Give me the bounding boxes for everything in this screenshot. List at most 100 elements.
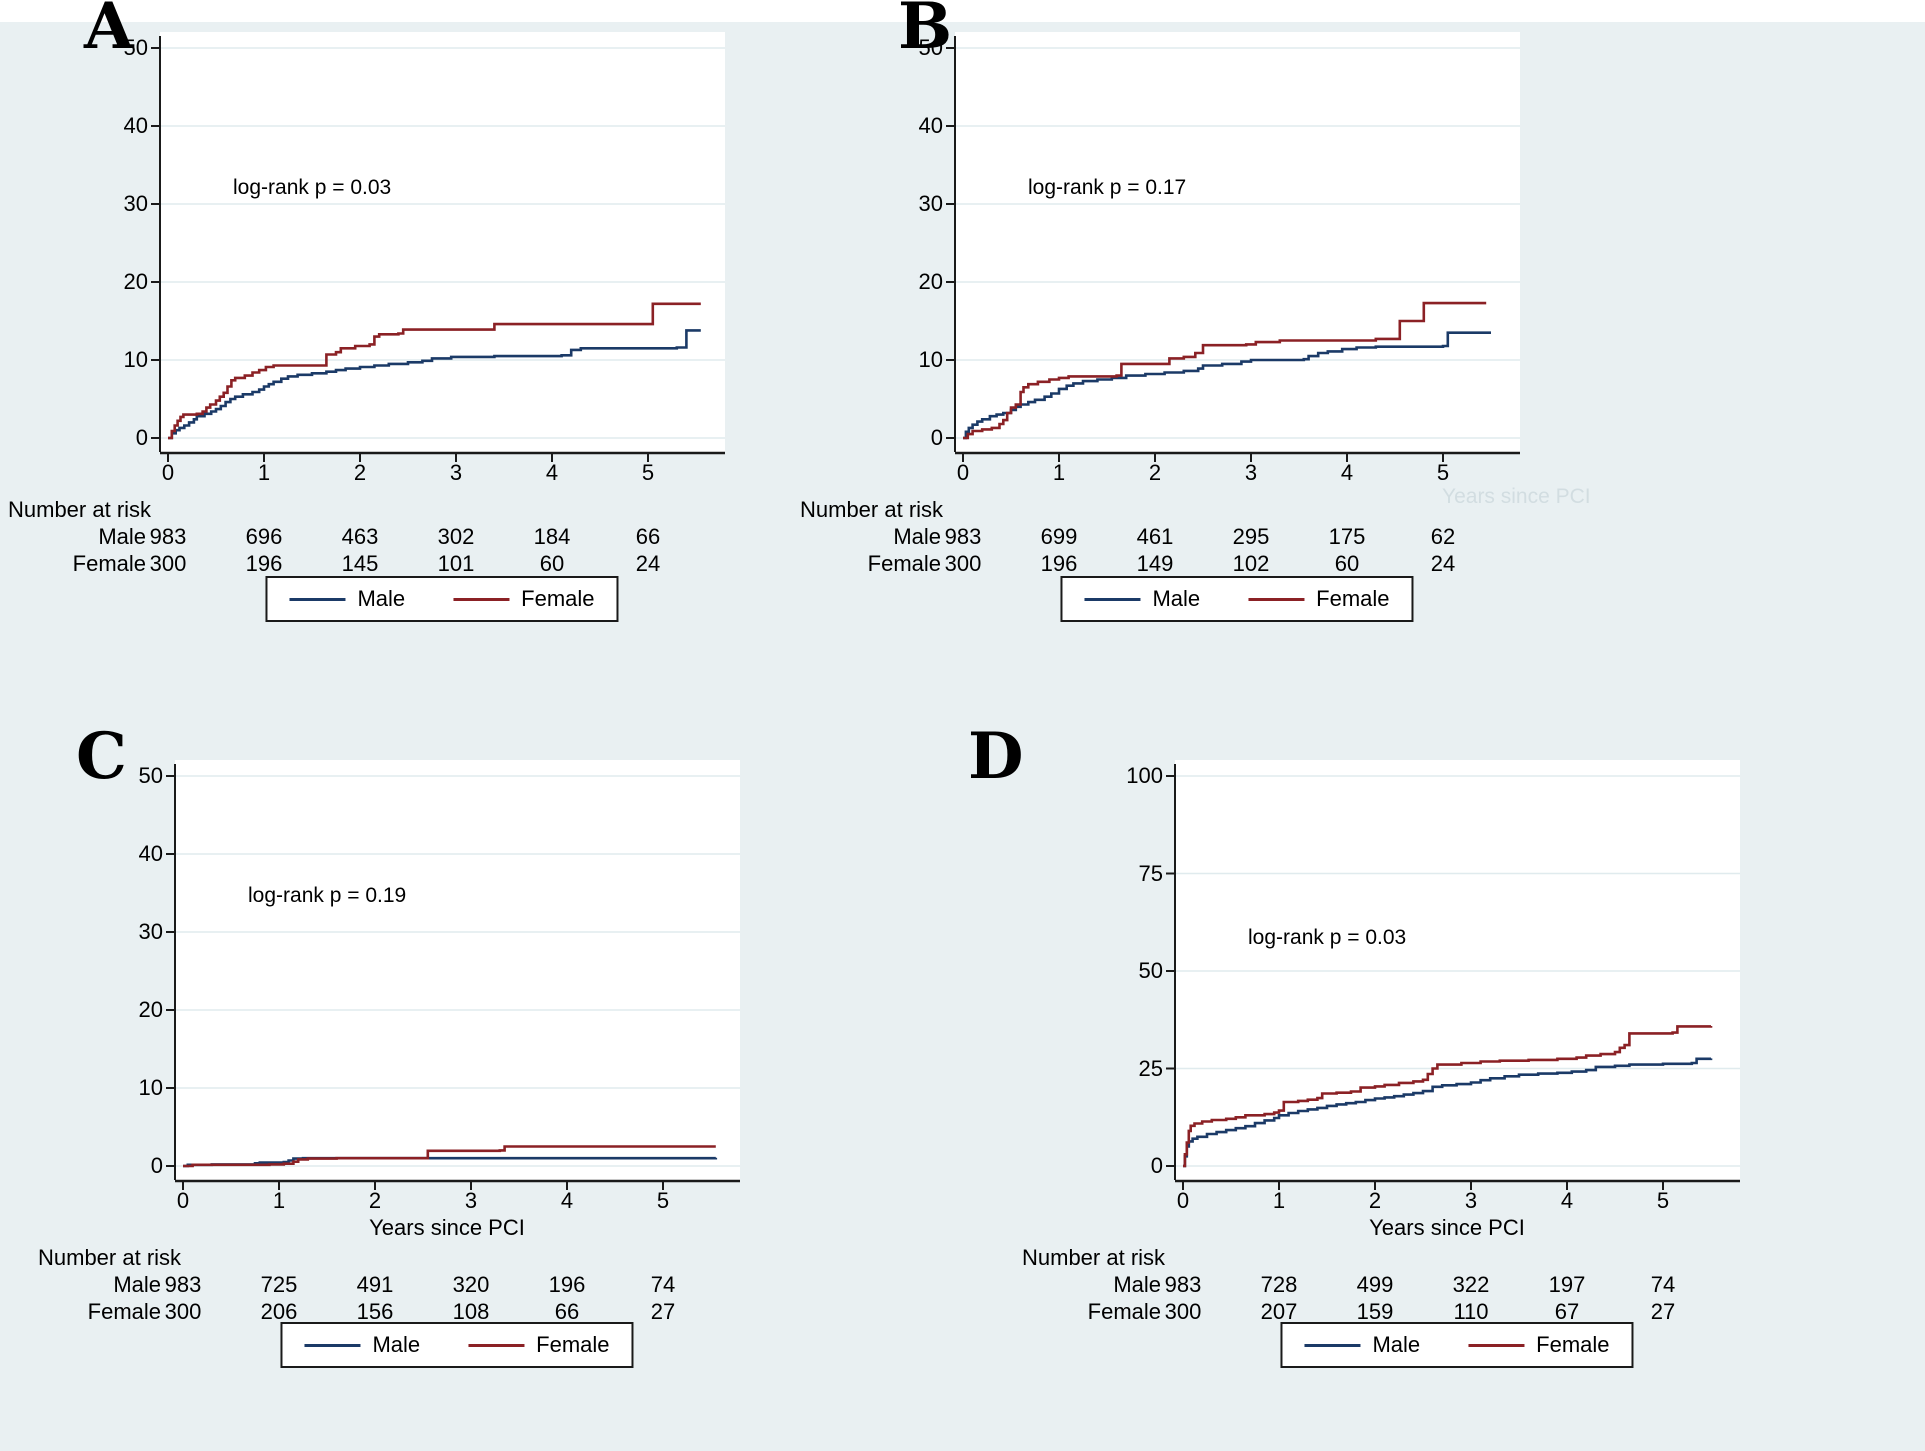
female-line-swatch — [453, 597, 510, 601]
panel-a-y-tick-label: 50 — [123, 35, 148, 60]
panel-b-risk-female-value: 300 — [944, 551, 982, 576]
panel-a-y-tick-label: 40 — [123, 113, 148, 138]
panel-b-y-tick-label: 40 — [918, 113, 943, 138]
panel-a-risk-row-label-female: Female — [72, 551, 146, 576]
plot-area — [160, 32, 725, 452]
panel-c-number-at-risk-header: Number at risk — [38, 1245, 182, 1270]
plot-area — [955, 32, 1520, 452]
panel-d-risk-male-value: 197 — [1548, 1272, 1586, 1297]
panel-b-risk-female-value: 24 — [1430, 551, 1456, 576]
panel-a-x-tick-label: 2 — [353, 460, 367, 485]
panel-a-risk-male-value: 302 — [437, 524, 475, 549]
panel-d-risk-female-value: 300 — [1164, 1299, 1202, 1324]
panel-c-risk-female-value: 66 — [554, 1299, 580, 1324]
panel-a-risk-female-value: 196 — [245, 551, 283, 576]
panel-c-x-tick-label: 1 — [272, 1188, 286, 1213]
panel-a-risk-male-value: 66 — [635, 524, 661, 549]
panel-c-risk-female-value: 108 — [452, 1299, 490, 1324]
panel-b-x-tick-label: 5 — [1436, 460, 1450, 485]
panel-d-risk-male-value: 499 — [1356, 1272, 1394, 1297]
panel-b-risk-female-value: 196 — [1040, 551, 1078, 576]
panel-c-label: C — [76, 719, 127, 794]
panel-d-x-tick-label: 4 — [1560, 1188, 1574, 1213]
panel-d-x-tick-label: 2 — [1368, 1188, 1382, 1213]
panel-c-risk-female-value: 156 — [356, 1299, 394, 1324]
panel-a-y-tick-label: 20 — [123, 269, 148, 294]
panel-a-number-at-risk-header: Number at risk — [8, 497, 152, 522]
female-curve — [963, 301, 1487, 440]
legend-male-label: Male — [1372, 1332, 1421, 1357]
legend-male-label: Male — [357, 586, 406, 611]
panel-a-x-tick-label: 1 — [257, 460, 271, 485]
legend-female-label: Female — [1536, 1332, 1610, 1357]
panel-b-x-tick-label: 4 — [1340, 460, 1354, 485]
panel-b-risk-male-value: 983 — [944, 524, 982, 549]
panel-d-y-tick-label: 75 — [1138, 860, 1163, 886]
panel-d-y-tick-label: 25 — [1138, 1055, 1163, 1081]
panel-c-risk-female-value: 300 — [164, 1299, 202, 1324]
panel-d-x-tick-label: 0 — [1176, 1188, 1190, 1213]
panel-d-y-tick-label: 50 — [1138, 958, 1163, 983]
panel-c-x-tick-label: 0 — [176, 1188, 190, 1213]
panel-c-y-tick-label: 30 — [138, 919, 163, 944]
panel-d-risk-male-value: 728 — [1260, 1272, 1298, 1297]
panel-c-x-axis-title: Years since PCI — [369, 1215, 525, 1240]
female-curve — [168, 302, 701, 440]
panel-d-risk-row-label-female: Female — [1087, 1299, 1161, 1324]
panel-d-risk-male-value: 322 — [1452, 1272, 1490, 1297]
panel-b-y-tick-label: 10 — [918, 347, 943, 372]
panel-d-risk-male-value: 983 — [1164, 1272, 1202, 1297]
panel-c-risk-male-value: 320 — [452, 1272, 490, 1297]
panel-b-risk-male-value: 699 — [1040, 524, 1078, 549]
panel-c-y-tick-label: 40 — [138, 841, 163, 866]
panel-b-x-tick-label: 2 — [1148, 460, 1162, 485]
panel-d-logrank-text: log-rank p = 0.03 — [1248, 926, 1407, 949]
panel-c-risk-male-value: 196 — [548, 1272, 586, 1297]
panel-d-risk-female-value: 110 — [1453, 1299, 1489, 1324]
panel-b-risk-row-label-female: Female — [867, 551, 941, 576]
panel-c-x-tick-label: 3 — [464, 1188, 478, 1213]
panel-a-risk-female-value: 24 — [635, 551, 661, 576]
panel-d-risk-female-value: 67 — [1554, 1299, 1580, 1324]
panel-d-x-axis-title: Years since PCI — [1369, 1215, 1525, 1240]
panel-a-y-tick-label: 0 — [135, 425, 148, 450]
legend-male-label: Male — [1152, 586, 1201, 611]
panel-a-risk-row-label-male: Male — [98, 524, 146, 549]
panel-c-y-tick-label: 10 — [138, 1075, 163, 1100]
panel-c-risk-row-label-female: Female — [87, 1299, 161, 1324]
panel-d-risk-row-label-male: Male — [1113, 1272, 1161, 1297]
panel-b-risk-female-value: 102 — [1232, 551, 1270, 576]
female-curve — [1183, 1025, 1713, 1168]
panel-a-risk-male-value: 463 — [341, 524, 379, 549]
panel-a-y-tick-label: 10 — [123, 347, 148, 372]
panel-c-risk-male-value: 725 — [260, 1272, 298, 1297]
panel-a-x-tick-label: 3 — [449, 460, 463, 485]
panel-d-label: D — [968, 719, 1024, 794]
panel-a-risk-female-value: 145 — [341, 551, 379, 576]
panel-a-logrank-text: log-rank p = 0.03 — [233, 176, 392, 199]
panel-a-y-tick-label: 30 — [123, 191, 148, 216]
male-curve — [963, 331, 1491, 440]
panel-b-number-at-risk-header: Number at risk — [800, 497, 944, 522]
panel-d-legend: Male Female — [1280, 1322, 1634, 1368]
panel-b-ghost-x-axis-title: Years since PCI — [1442, 485, 1591, 508]
legend-female-label: Female — [536, 1332, 610, 1357]
panel-b-x-tick-label: 0 — [956, 460, 970, 485]
panel-b-risk-male-value: 461 — [1136, 524, 1174, 549]
panel-b-y-tick-label: 20 — [918, 269, 943, 294]
panel-c-risk-male-value: 983 — [164, 1272, 202, 1297]
panel-d-risk-female-value: 207 — [1260, 1299, 1298, 1324]
panel-c-x-tick-label: 5 — [656, 1188, 670, 1213]
panel-b-risk-female-value: 60 — [1334, 551, 1360, 576]
panel-d-km-plot — [1166, 760, 1740, 1190]
male-line-swatch — [289, 597, 346, 601]
panel-d-x-tick-label: 5 — [1656, 1188, 1670, 1213]
panel-c-risk-female-value: 206 — [260, 1299, 298, 1324]
panel-b-y-tick-label: 30 — [918, 191, 943, 216]
panel-a-risk-male-value: 983 — [149, 524, 187, 549]
panel-b-risk-male-value: 62 — [1430, 524, 1456, 549]
panel-b-logrank-text: log-rank p = 0.17 — [1028, 176, 1187, 199]
panel-a-risk-male-value: 184 — [533, 524, 571, 549]
panel-c-risk-row-label-male: Male — [113, 1272, 161, 1297]
